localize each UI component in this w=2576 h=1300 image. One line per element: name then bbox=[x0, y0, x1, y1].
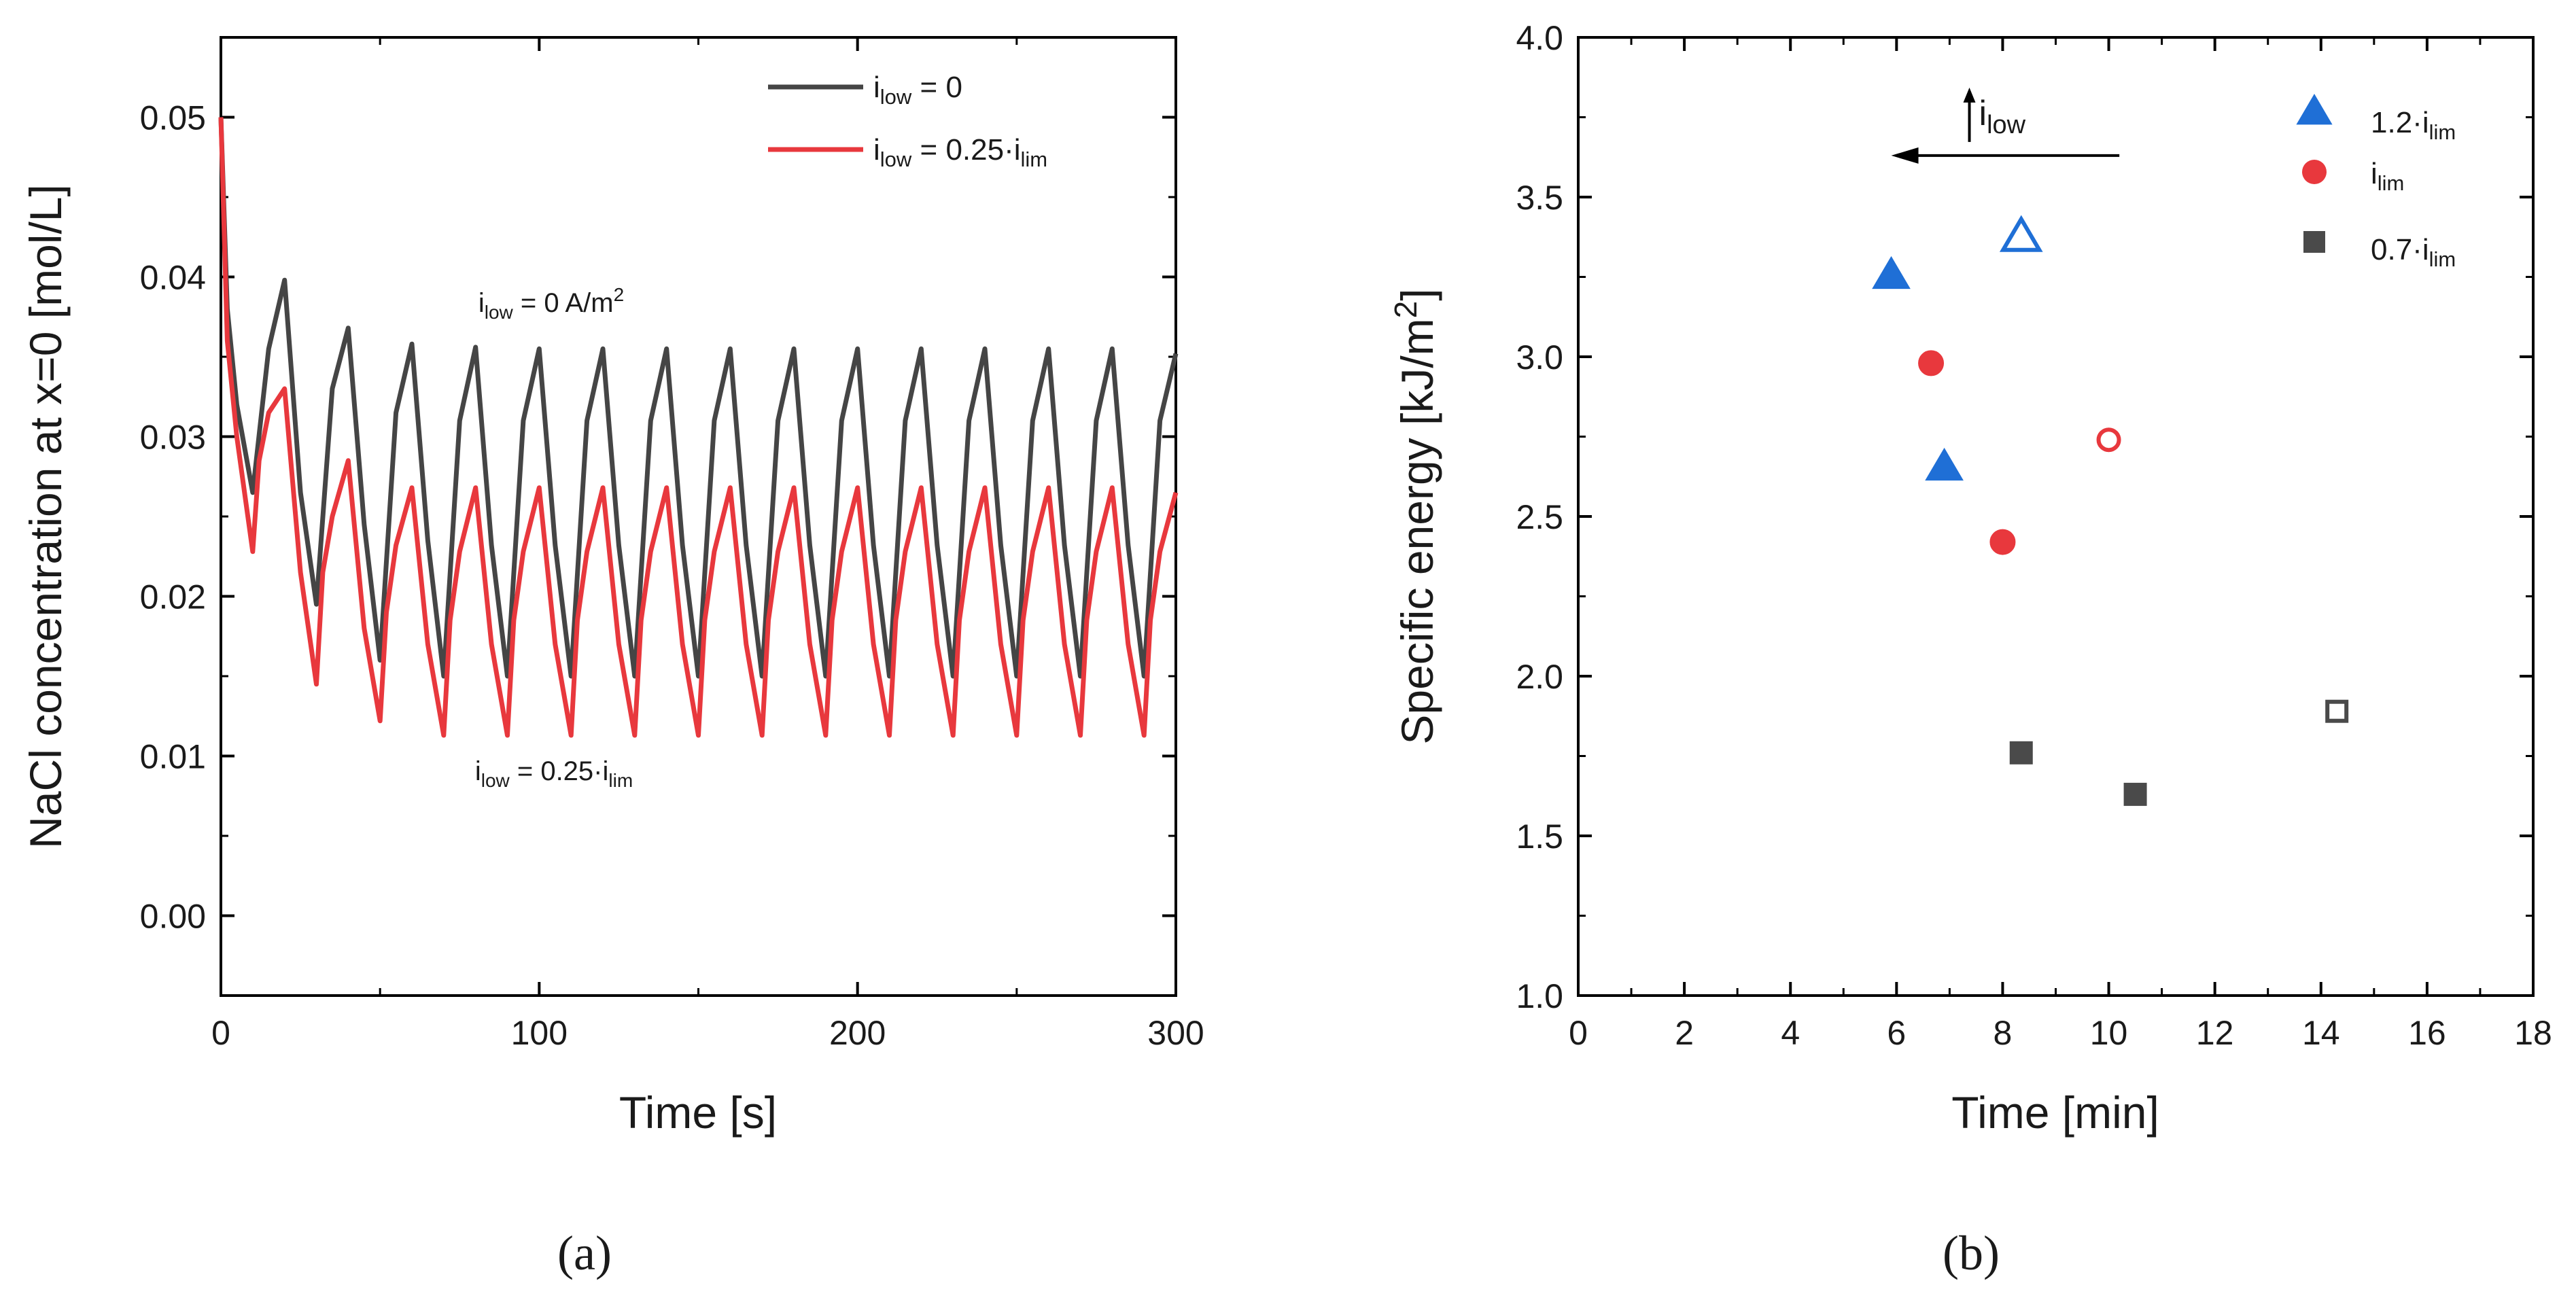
panel-b-x-tick-label: 14 bbox=[2302, 1014, 2340, 1052]
panel-b-x-tick-label: 0 bbox=[1569, 1014, 1588, 1052]
panel-b-marker-square-2 bbox=[2325, 699, 2349, 723]
panel-b-x-tick-label: 2 bbox=[1675, 1014, 1694, 1052]
panel-a-y-tick-label: 0.01 bbox=[140, 738, 206, 776]
panel-a-x-tick-label: 100 bbox=[511, 1014, 568, 1052]
panel-a-x-ticks: 0 100 200 300 bbox=[211, 37, 1204, 1052]
annotation-ilow-quarter-rest: = 0.25·i bbox=[510, 756, 609, 786]
legend-ilow-zero-rest: = 0 bbox=[911, 71, 962, 104]
panel-b-y-axis-label-end: ] bbox=[1392, 288, 1442, 300]
panel-b-y-tick-label: 1.5 bbox=[1516, 818, 1563, 856]
panel-b-y-axis-label-main: Specific energy [kJ/m bbox=[1392, 318, 1442, 744]
annotation-ilow-quarter: ilow = 0.25·ilim bbox=[475, 756, 633, 791]
legend-ilow-quarter-main: i bbox=[873, 133, 880, 166]
arrow-annotation-main: i bbox=[1979, 94, 1987, 133]
panel-b-x-tick-label: 18 bbox=[2514, 1014, 2552, 1052]
panel-b-x-axis-label: Time [min] bbox=[1951, 1087, 2159, 1138]
panel-b-x-tick-label: 4 bbox=[1781, 1014, 1800, 1052]
panel-b-marker-triangle-0 bbox=[1872, 256, 1911, 289]
legend-marker-square bbox=[2303, 231, 2325, 253]
annotation-ilow-zero: ilow = 0 A/m2 bbox=[478, 284, 624, 323]
panel-b-y-tick-label: 1.0 bbox=[1516, 977, 1563, 1015]
panel-a-x-tick-label: 300 bbox=[1147, 1014, 1204, 1052]
legend-ilim-sub: lim bbox=[2378, 171, 2405, 195]
panel-a-y-tick-label: 0.04 bbox=[140, 259, 206, 297]
legend-ilow-quarter-rest: = 0.25·i bbox=[911, 133, 1020, 166]
panel-b: 1.01.52.02.53.03.54.0 0 2 4 6 8 10 12 14 16 18 il… bbox=[1388, 19, 2552, 1280]
panel-a-x-tick-label: 0 bbox=[211, 1014, 230, 1052]
panel-b-y-tick-label: 3.5 bbox=[1516, 179, 1563, 217]
panel-a-y-tick-label: 0.02 bbox=[140, 578, 206, 616]
legend-marker-triangle bbox=[2296, 94, 2333, 125]
legend-1-2-ilim-sub: lim bbox=[2429, 120, 2456, 144]
panel-b-y-tick-label: 2.5 bbox=[1516, 498, 1563, 536]
legend-ilow-zero-main: i bbox=[873, 71, 880, 104]
panel-b-y-tick-label: 4.0 bbox=[1516, 19, 1563, 57]
legend-ilow-quarter-sub2: lim bbox=[1021, 147, 1048, 171]
panel-a-plot-area bbox=[220, 36, 1177, 997]
panel-a-x-tick-label: 200 bbox=[829, 1014, 886, 1052]
panel-b-y-tick-label: 2.0 bbox=[1516, 658, 1563, 696]
panel-a-y-tick-label: 0.03 bbox=[140, 419, 206, 457]
panel-a-frame bbox=[220, 36, 1177, 997]
panel-b-legend: 1.2·ilim ilim 0.7·ilim bbox=[2296, 94, 2456, 271]
legend-label-ilow-zero: ilow = 0 bbox=[873, 71, 962, 109]
up-arrow-head bbox=[1963, 87, 1976, 103]
panel-b-x-tick-label: 8 bbox=[1994, 1014, 2013, 1052]
annotation-ilow-quarter-sub2: lim bbox=[608, 770, 633, 791]
annotation-ilow-quarter-main: i bbox=[475, 756, 481, 786]
panel-a-label: (a) bbox=[557, 1226, 612, 1280]
panel-b-x-tick-label: 16 bbox=[2408, 1014, 2446, 1052]
arrow-annotation: ilow bbox=[1891, 87, 2120, 164]
legend-label-ilow-quarter: ilow = 0.25·ilim bbox=[873, 133, 1047, 171]
panel-a-y-tick-label: 0.00 bbox=[140, 898, 206, 936]
panel-b-label: (b) bbox=[1943, 1226, 2000, 1280]
arrow-annotation-label: ilow bbox=[1979, 94, 2026, 139]
panel-a: 0.000.010.020.030.040.05 0 100 200 300 ilow… bbox=[20, 36, 1204, 1280]
panel-a-x-axis-label: Time [s] bbox=[619, 1087, 777, 1138]
panel-a-y-axis-label: NaCl concentration at x=0 [mol/L] bbox=[20, 184, 71, 849]
panel-b-frame bbox=[1577, 36, 2535, 997]
panel-a-y-ticks: 0.00 0.01 0.02 0.03 0.04 0.05 bbox=[140, 99, 1176, 936]
legend-ilow-zero-sub: low bbox=[880, 85, 912, 109]
panel-a-series-line-0 bbox=[218, 117, 1179, 679]
legend-label-1-2-ilim: 1.2·ilim bbox=[2371, 106, 2456, 144]
panel-b-y-ticks: 1.0 1.5 2.0 2.5 3.0 3.5 4.0 bbox=[1516, 19, 2533, 1015]
panel-b-y-axis-label: Specific energy [kJ/m2] bbox=[1388, 288, 1442, 744]
annotation-ilow-zero-main: i bbox=[478, 288, 485, 318]
arrow-annotation-sub: low bbox=[1987, 111, 2026, 139]
panel-b-x-tick-label: 12 bbox=[2196, 1014, 2234, 1052]
panel-b-x-tick-label: 6 bbox=[1887, 1014, 1906, 1052]
panel-b-marker-triangle-2 bbox=[1999, 215, 2043, 252]
panel-b-y-tick-label: 3.0 bbox=[1516, 338, 1563, 376]
panel-b-x-tick-label: 10 bbox=[2090, 1014, 2128, 1052]
panel-b-marker-circle-0 bbox=[1918, 350, 1945, 376]
panel-a-y-tick-label: 0.05 bbox=[140, 99, 206, 137]
legend-label-ilim: ilim bbox=[2371, 157, 2404, 195]
legend-ilow-quarter-sub: low bbox=[880, 147, 912, 171]
panel-b-y-axis-label-sup: 2 bbox=[1388, 301, 1423, 319]
legend-ilim-main: i bbox=[2371, 157, 2378, 190]
legend-0-7-ilim-sub: lim bbox=[2429, 247, 2456, 271]
panel-b-marker-square-1 bbox=[2123, 782, 2147, 806]
panel-b-marker-circle-2 bbox=[2096, 427, 2121, 453]
legend-label-0-7-ilim: 0.7·ilim bbox=[2371, 233, 2456, 271]
panel-a-series-line-1 bbox=[218, 117, 1179, 738]
panel-b-x-ticks: 0 2 4 6 8 10 12 14 16 18 bbox=[1569, 37, 2552, 1052]
annotation-ilow-zero-sub: low bbox=[485, 302, 514, 323]
annotation-ilow-zero-rest: = 0 A/m bbox=[513, 288, 614, 318]
panel-a-legend: ilow = 0 ilow = 0.25·ilim bbox=[768, 71, 1047, 171]
panel-b-marker-circle-1 bbox=[1989, 529, 2016, 555]
annotation-ilow-zero-sup: 2 bbox=[614, 284, 625, 305]
legend-0-7-ilim-main: 0.7·i bbox=[2371, 233, 2429, 266]
arrow-annotation-head bbox=[1891, 147, 1919, 164]
panel-b-markers bbox=[1872, 215, 2349, 806]
legend-marker-circle bbox=[2302, 160, 2327, 184]
panel-b-marker-triangle-1 bbox=[1925, 447, 1964, 481]
panel-b-marker-square-0 bbox=[2009, 741, 2033, 765]
panel-a-series-lines bbox=[218, 117, 1179, 738]
annotation-ilow-quarter-sub: low bbox=[481, 770, 510, 791]
legend-1-2-ilim-main: 1.2·i bbox=[2371, 106, 2429, 139]
